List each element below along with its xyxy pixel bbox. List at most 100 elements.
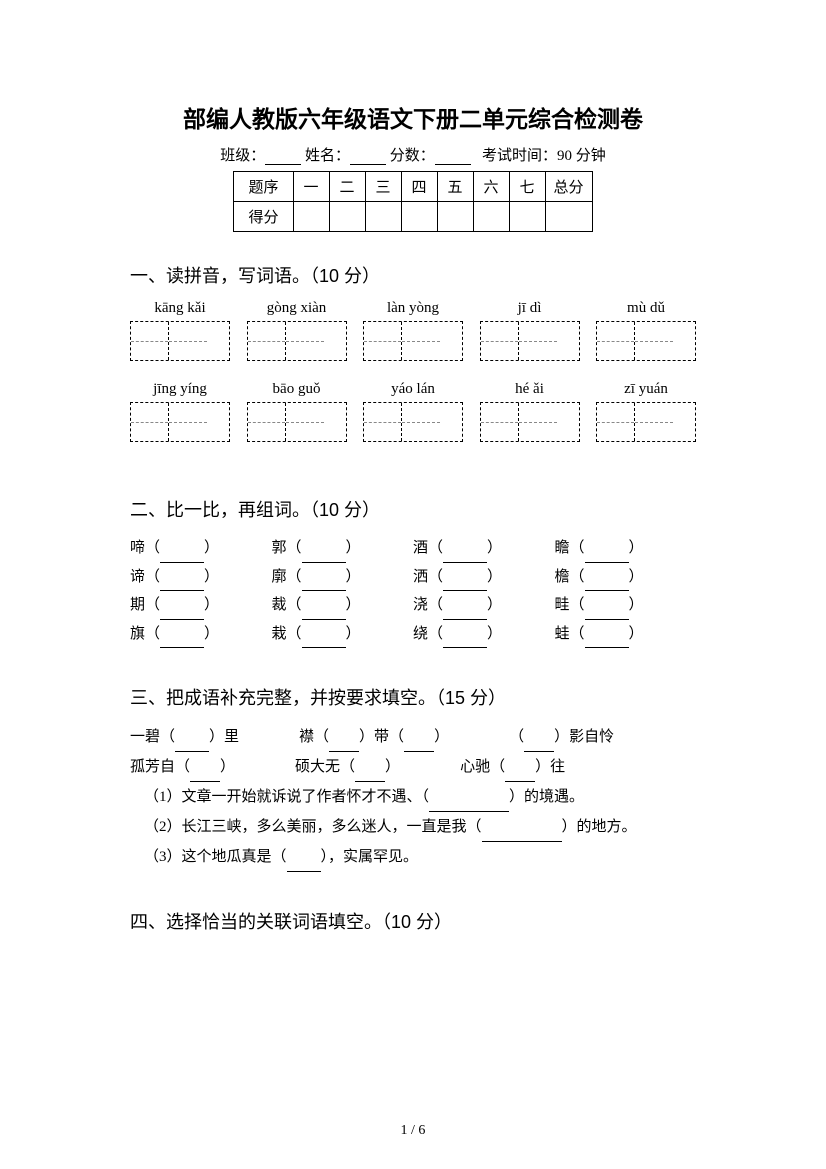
idiom-text: 一碧（ <box>130 729 175 745</box>
compare-item: 蛙（） <box>555 620 697 649</box>
tianzi-box[interactable] <box>363 321 463 361</box>
fill-blank[interactable] <box>524 738 554 752</box>
section-1-heading: 一、读拼音，写词语。（10 分） <box>130 262 696 288</box>
compare-grid: 啼（） 郭（） 酒（） 瞻（） 谛（） 廓（） 洒（） 檐（） 期（） 裁（） … <box>130 534 696 648</box>
fill-blank[interactable] <box>404 738 434 752</box>
tianzi-box[interactable] <box>130 321 230 361</box>
fill-blank[interactable] <box>585 606 629 620</box>
name-blank[interactable] <box>350 151 386 165</box>
fill-blank[interactable] <box>355 768 385 782</box>
pinyin-text: yáo lán <box>363 381 463 398</box>
compare-item: 瞻（） <box>555 534 697 563</box>
tianzi-box[interactable] <box>247 321 347 361</box>
class-blank[interactable] <box>265 151 301 165</box>
compare-item: 酒（） <box>413 534 555 563</box>
pinyin-row: jīng yíng bāo guǒ yáo lán hé ǎi zī yuán <box>130 381 696 456</box>
idiom-item: 心驰（）往 <box>460 752 565 782</box>
char-label: 旗（ <box>130 626 160 642</box>
fill-blank[interactable] <box>505 768 535 782</box>
pinyin-item: jīng yíng <box>130 381 230 456</box>
char-label: 瞻（ <box>555 540 585 556</box>
fill-blank[interactable] <box>443 549 487 563</box>
pinyin-text: jī dì <box>480 300 580 317</box>
score-blank[interactable] <box>435 151 471 165</box>
fill-blank[interactable] <box>160 549 204 563</box>
col-head: 二 <box>329 172 365 202</box>
fill-blank[interactable] <box>175 738 209 752</box>
compare-item: 绕（） <box>413 620 555 649</box>
idiom-item: （）影自怜 <box>509 722 614 752</box>
char-label: 裁（ <box>272 597 302 613</box>
page: 部编人教版六年级语文下册二单元综合检测卷 班级： 姓名： 分数： 考试时间：90… <box>0 0 826 1169</box>
compare-item: 廓（） <box>272 563 414 592</box>
compare-item: 浇（） <box>413 591 555 620</box>
pinyin-text: zī yuán <box>596 381 696 398</box>
fill-blank[interactable] <box>302 634 346 648</box>
fill-blank[interactable] <box>190 768 220 782</box>
idiom-text: ） <box>220 759 235 775</box>
fill-blank[interactable] <box>302 549 346 563</box>
pinyin-item: kāng kǎi <box>130 300 230 375</box>
compare-item: 谛（） <box>130 563 272 592</box>
pinyin-text: mù dǔ <box>596 300 696 317</box>
idiom-text: ） <box>385 759 400 775</box>
score-cell[interactable] <box>329 202 365 232</box>
pinyin-row: kāng kǎi gòng xiàn làn yòng jī dì mù dǔ <box>130 300 696 375</box>
compare-item: 期（） <box>130 591 272 620</box>
fill-blank[interactable] <box>585 577 629 591</box>
score-cell[interactable] <box>545 202 592 232</box>
fill-blank[interactable] <box>329 738 359 752</box>
score-cell[interactable] <box>293 202 329 232</box>
char-label: 郭（ <box>272 540 302 556</box>
idiom-item: 孤芳自（ ） <box>130 752 235 782</box>
fill-blank[interactable] <box>482 828 562 842</box>
fill-blank[interactable] <box>585 549 629 563</box>
tianzi-box[interactable] <box>596 402 696 442</box>
fill-blank[interactable] <box>160 606 204 620</box>
pinyin-text: làn yòng <box>363 300 463 317</box>
char-label: 畦（ <box>555 597 585 613</box>
pinyin-text: bāo guǒ <box>247 381 347 398</box>
score-cell[interactable] <box>437 202 473 232</box>
tianzi-box[interactable] <box>480 321 580 361</box>
idiom-text: ）往 <box>535 759 565 775</box>
char-label: 廓（ <box>272 569 302 585</box>
row-label: 得分 <box>234 202 293 232</box>
fill-blank[interactable] <box>443 577 487 591</box>
tianzi-box[interactable] <box>247 402 347 442</box>
question-line: （1）文章一开始就诉说了作者怀才不遇、（）的境遇。 <box>130 782 696 812</box>
q-text: （1）文章一开始就诉说了作者怀才不遇、（ <box>144 789 429 805</box>
fill-blank[interactable] <box>160 577 204 591</box>
fill-blank[interactable] <box>429 798 509 812</box>
fill-blank[interactable] <box>302 577 346 591</box>
pinyin-item: bāo guǒ <box>247 381 347 456</box>
col-head: 四 <box>401 172 437 202</box>
fill-blank[interactable] <box>443 606 487 620</box>
pinyin-item: zī yuán <box>596 381 696 456</box>
score-cell[interactable] <box>365 202 401 232</box>
idiom-item: 硕大无（） <box>295 752 400 782</box>
compare-item: 旗（） <box>130 620 272 649</box>
tianzi-box[interactable] <box>363 402 463 442</box>
idiom-item: 襟（）带（） <box>299 722 449 752</box>
q-text: ）的地方。 <box>562 819 637 835</box>
fill-blank[interactable] <box>160 634 204 648</box>
fill-blank[interactable] <box>287 858 321 872</box>
tianzi-box[interactable] <box>480 402 580 442</box>
score-cell[interactable] <box>473 202 509 232</box>
compare-item: 檐（） <box>555 563 697 592</box>
fill-blank[interactable] <box>302 606 346 620</box>
tianzi-box[interactable] <box>596 321 696 361</box>
score-cell[interactable] <box>401 202 437 232</box>
compare-item: 栽（） <box>272 620 414 649</box>
score-cell[interactable] <box>509 202 545 232</box>
idiom-text: 孤芳自（ <box>130 759 190 775</box>
tianzi-box[interactable] <box>130 402 230 442</box>
name-label: 姓名： <box>305 148 350 164</box>
idiom-text: ）里 <box>209 729 239 745</box>
fill-blank[interactable] <box>443 634 487 648</box>
pinyin-item: yáo lán <box>363 381 463 456</box>
pinyin-text: gòng xiàn <box>247 300 347 317</box>
fill-blank[interactable] <box>585 634 629 648</box>
pinyin-text: kāng kǎi <box>130 300 230 317</box>
